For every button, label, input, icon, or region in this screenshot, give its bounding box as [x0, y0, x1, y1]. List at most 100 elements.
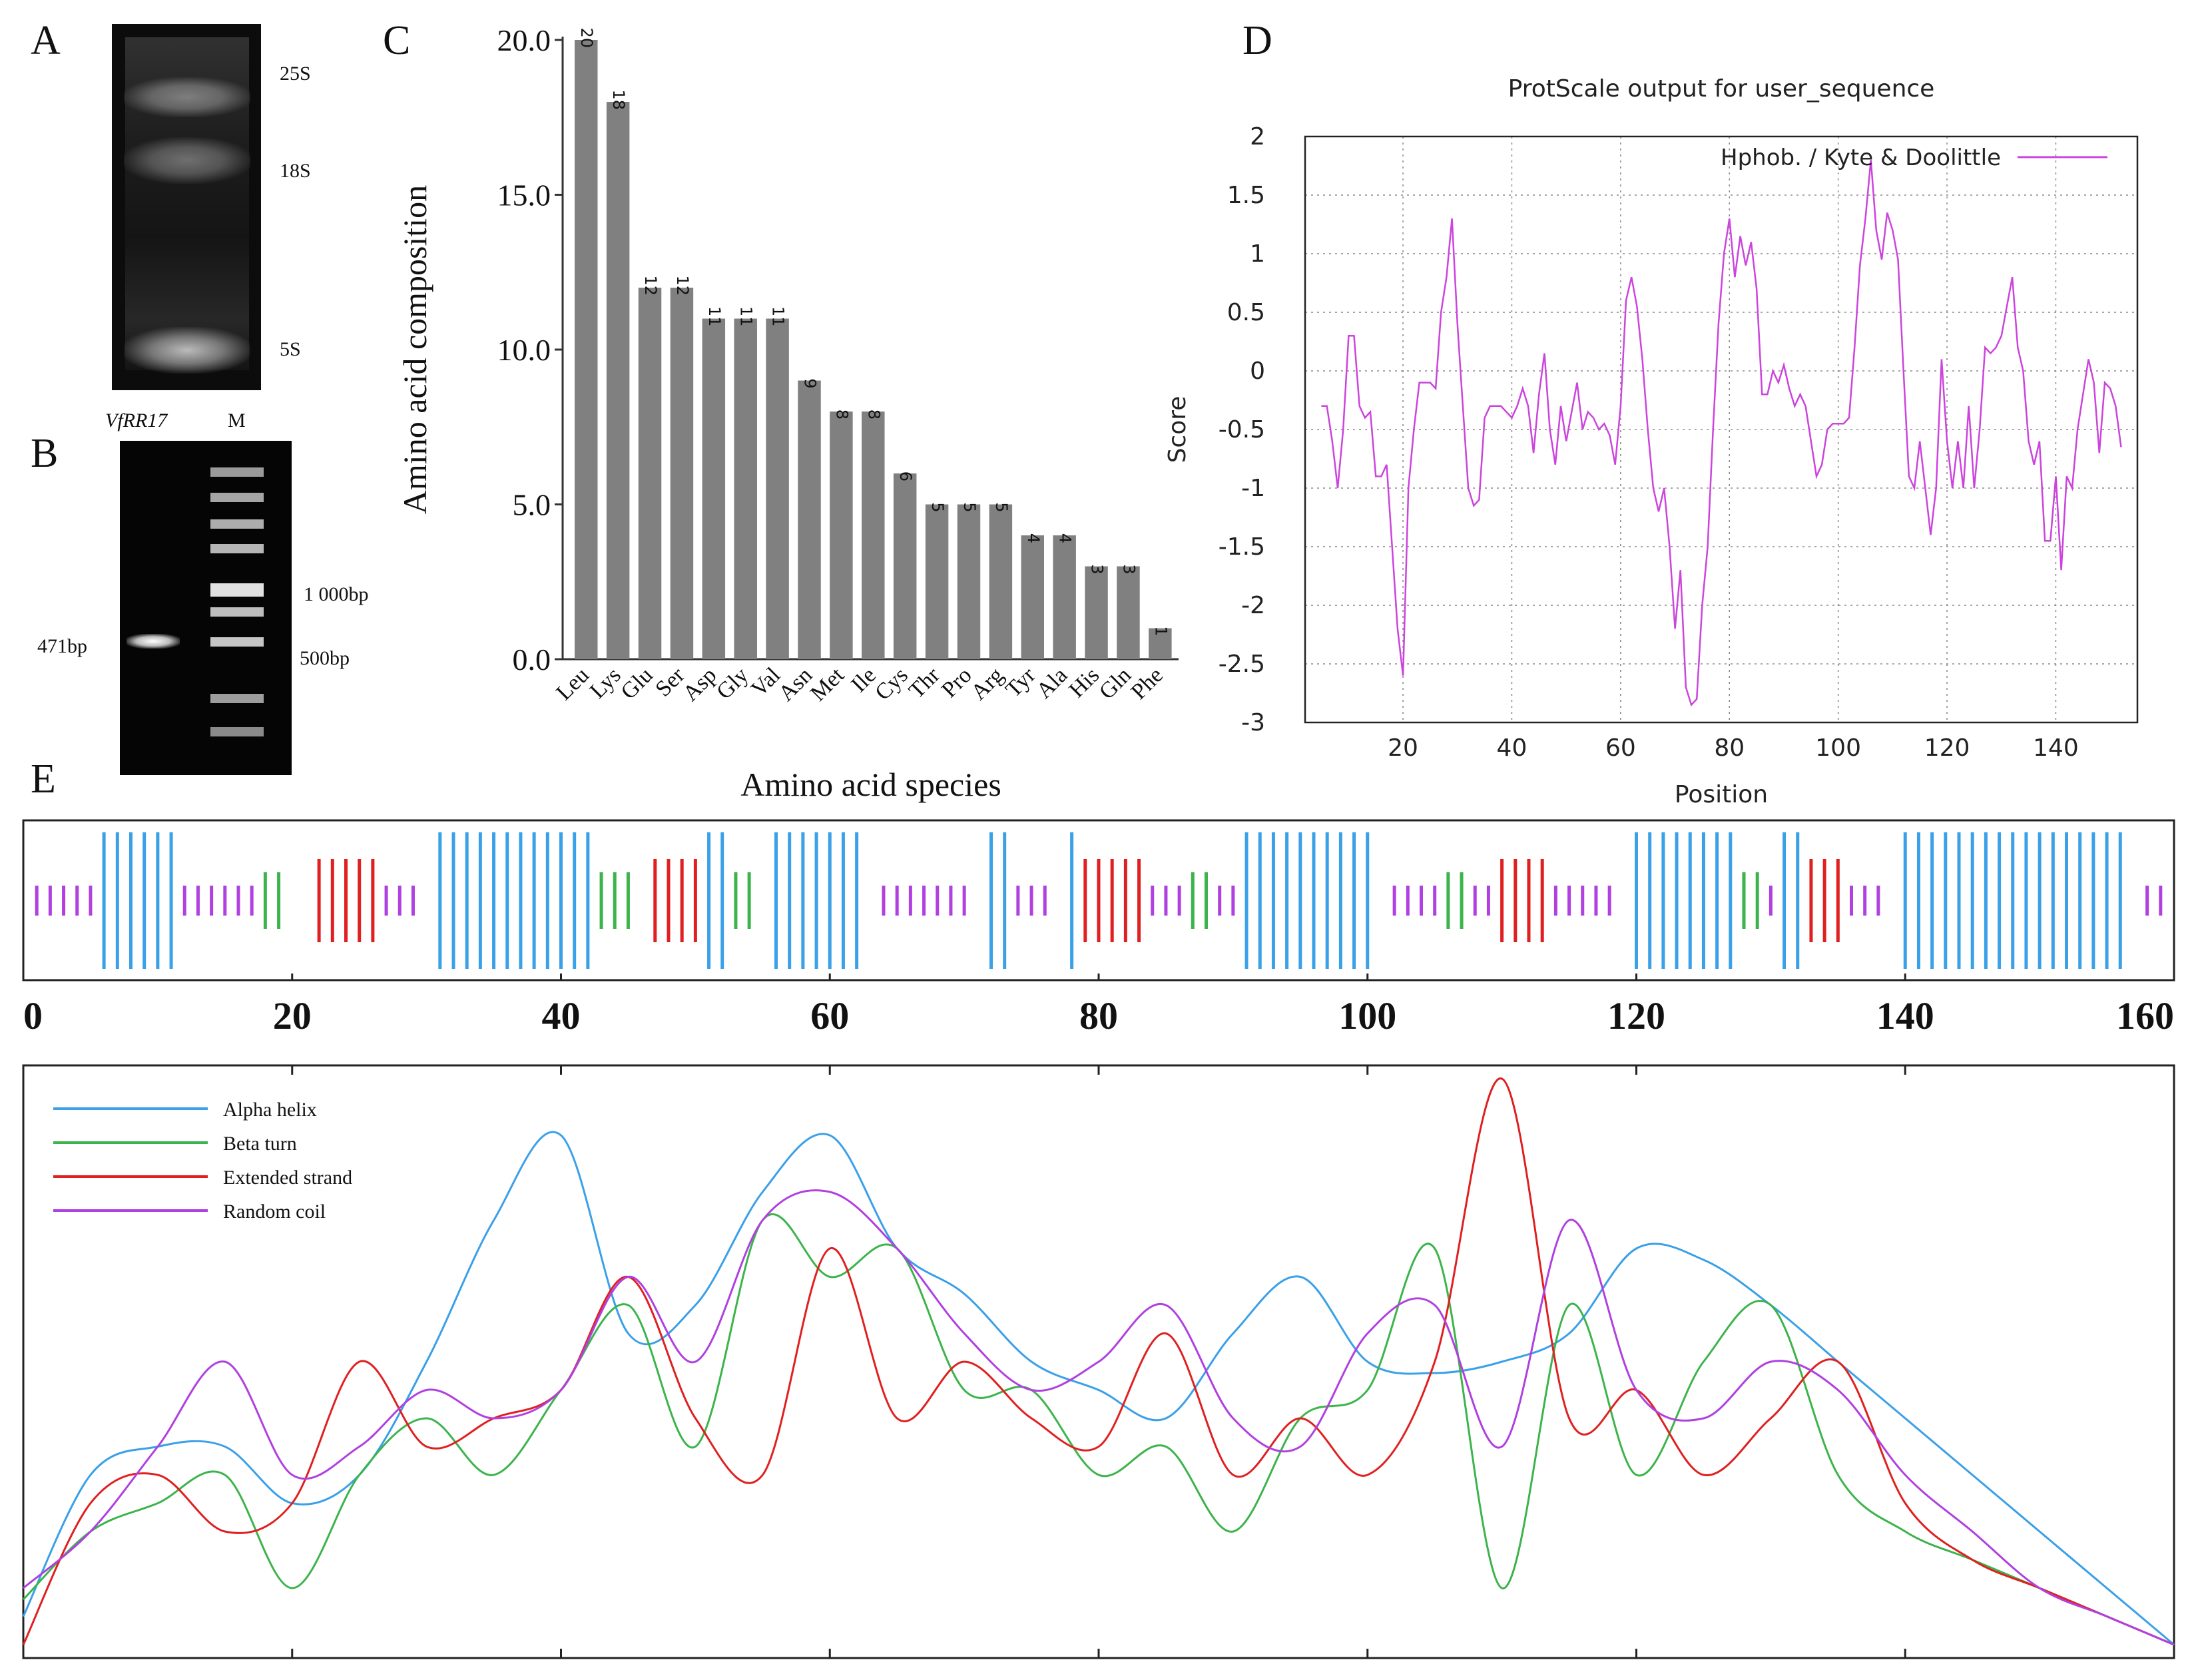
gel-band-5s: [124, 327, 250, 374]
e-axis-label: 0: [23, 994, 43, 1037]
bar-val: [766, 318, 789, 659]
c-x-axis-label: Amino acid species: [740, 766, 1001, 803]
bar-value-label: 4: [1056, 533, 1075, 543]
d-y-tick-label: -1.5: [1219, 533, 1265, 561]
ladder-band: [210, 637, 264, 647]
bar-value-label: 11: [737, 306, 756, 327]
bar-value-label: 6: [896, 471, 915, 481]
c-y-axis-label: Amino acid composition: [396, 185, 433, 514]
d-y-tick-label: 2: [1250, 123, 1265, 150]
d-y-tick-label: -1: [1241, 475, 1265, 502]
d-plot-frame: [1304, 135, 2139, 724]
d-y-tick-label: 1.5: [1227, 182, 1265, 209]
d-legend-label: Hphob. / Kyte & Doolittle: [1721, 144, 2001, 171]
bar-value-label: 20: [577, 27, 596, 48]
c-y-tick-label: 10.0: [497, 333, 551, 367]
bar-value-label: 4: [1024, 533, 1043, 543]
hydrophobicity-chart: ProtScale output for user_sequence 2 1.5 1…: [1164, 75, 2139, 808]
e-axis-label: 20: [273, 994, 312, 1037]
d-y-tick-label: -3: [1241, 709, 1265, 736]
bar-cys: [893, 473, 917, 659]
bar-ser: [670, 288, 694, 659]
panel-d-letter: D: [1242, 18, 1272, 63]
panel-e-letter: E: [31, 756, 56, 802]
secondary-structure-chart: 0 20 40 60 80 100 120 140 160 Alpha helix Beta tu…: [22, 819, 2175, 1659]
bar-value-label: 3: [1088, 564, 1107, 574]
ladder-band: [210, 544, 264, 553]
d-y-tick-label: -0.5: [1219, 416, 1265, 443]
bar-value-label: 12: [641, 275, 660, 296]
d-y-tick-label: 1: [1250, 240, 1265, 268]
ladder-band: [210, 694, 264, 703]
d-x-tick-label: 120: [1924, 734, 1970, 762]
d-x-tick-label: 20: [1388, 734, 1418, 762]
bar-arg: [989, 504, 1013, 659]
panel-c-letter: C: [383, 18, 411, 63]
e-axis-label: 100: [1338, 994, 1396, 1037]
rna-gel-image: [112, 24, 261, 390]
e-axis-label: 120: [1607, 994, 1665, 1037]
bar-his: [1085, 566, 1108, 659]
marker-label: M: [228, 410, 246, 431]
e-axis-label: 40: [542, 994, 581, 1037]
ladder-band: [210, 583, 264, 597]
pcr-gel-image: [120, 441, 292, 775]
bar-lys: [606, 102, 630, 659]
d-x-tick-label: 60: [1605, 734, 1636, 762]
c-y-tick-label: 20.0: [497, 23, 551, 57]
e-axis-label: 80: [1079, 994, 1118, 1037]
d-chart-title: ProtScale output for user_sequence: [1508, 75, 1935, 103]
profile-line-random-coil: [23, 1189, 2175, 1646]
ladder-label-500: 500bp: [300, 647, 350, 669]
band-label-18s: 18S: [280, 160, 311, 182]
d-x-tick-label: 140: [2033, 734, 2079, 762]
c-y-tick-label: 15.0: [497, 178, 551, 212]
d-x-tick-label: 80: [1714, 734, 1745, 762]
sample-label: VfRR17: [105, 410, 168, 431]
e-legend-label: Alpha helix: [223, 1099, 317, 1121]
c-x-tick-label: Met: [806, 663, 849, 706]
ladder-band: [210, 519, 264, 529]
bar-value-label: 11: [705, 306, 724, 327]
profile-line-extended-strand: [22, 1077, 2175, 1646]
amino-acid-composition-chart: 20 18 12 12 11 11 11 9 8 8 6 5 5 5 4 4 3 3 1 0.0 5.0 10.0 15.…: [396, 23, 1179, 803]
band-label-25s: 25S: [280, 63, 311, 85]
bar-pro: [957, 504, 981, 659]
bar-value-label: 18: [609, 89, 628, 110]
d-x-tick-label: 100: [1815, 734, 1861, 762]
profile-line-alpha-helix: [22, 1131, 2175, 1646]
bar-thr: [925, 504, 949, 659]
bar-met: [830, 412, 853, 659]
bar-leu: [575, 40, 598, 659]
bar-ala: [1053, 535, 1076, 659]
d-y-axis-label: Score: [1164, 396, 1191, 463]
d-y-tick-label: -2: [1241, 592, 1265, 619]
ladder-band: [210, 467, 264, 477]
e-axis-label: 160: [2116, 994, 2174, 1037]
e-axis-label: 140: [1876, 994, 1934, 1037]
bar-value-label: 1: [1151, 626, 1170, 636]
e-legend-label: Extended strand: [223, 1167, 352, 1189]
panel-b-letter: B: [31, 431, 59, 476]
bar-asn: [798, 380, 821, 659]
ladder-band: [210, 727, 264, 736]
ladder-band: [210, 607, 264, 617]
c-y-tick-label: 0.0: [513, 643, 551, 677]
bar-value-label: 8: [864, 410, 883, 420]
band-label-5s: 5S: [280, 338, 301, 360]
bar-asp: [702, 318, 726, 659]
bar-value-label: 3: [1119, 564, 1138, 574]
d-y-tick-label: 0.5: [1227, 299, 1265, 326]
bar-value-label: 9: [801, 378, 820, 388]
pcr-product-band: [127, 634, 180, 649]
panel-a-letter: A: [31, 18, 61, 63]
d-y-tick-label: -2.5: [1219, 651, 1265, 678]
bar-value-label: 8: [832, 410, 851, 420]
bar-value-label: 5: [928, 502, 947, 512]
d-y-tick-label: 0: [1250, 358, 1265, 385]
bar-ile: [862, 412, 885, 659]
bar-glu: [638, 288, 662, 659]
bar-gln: [1117, 566, 1140, 659]
bar-gly: [734, 318, 757, 659]
